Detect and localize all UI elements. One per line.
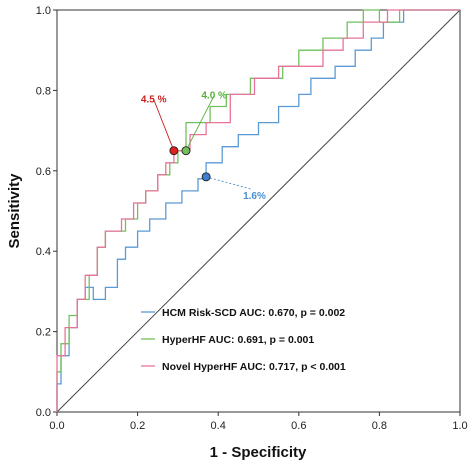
threshold-point-3 [201, 172, 211, 182]
x-tick-label: 0.0 [49, 420, 64, 432]
legend-entry-1: HCM Risk-SCD AUC: 0.670, p = 0.002 [162, 307, 345, 319]
legend-entry-2: HyperHF AUC: 0.691, p = 0.001 [162, 334, 314, 346]
series-line-3 [56, 9, 460, 412]
annotation-leader-1 [153, 99, 175, 151]
diagonal-reference-line [56, 9, 461, 413]
annotation-label-1: 4.5 % [141, 94, 167, 105]
legend: HCM Risk-SCD AUC: 0.670, p = 0.002 HyperH… [141, 307, 346, 373]
x-tick-label: 1.0 [452, 420, 467, 432]
threshold-point-1 [169, 146, 179, 156]
y-tick-label: 0.0 [36, 407, 51, 419]
y-tick-label: 0.2 [36, 327, 51, 339]
y-tick-label: 0.6 [36, 166, 51, 178]
plot-frame [56, 9, 461, 413]
x-tick-label: 0.8 [372, 420, 387, 432]
x-tick-label: 0.2 [130, 420, 145, 432]
annotations: 4.5 % 4.0 % 1.6% [141, 90, 266, 202]
x-axis-ticks: 0.0 0.2 0.4 0.6 0.8 1.0 [49, 412, 468, 432]
annotation-leader-2 [185, 95, 215, 151]
y-axis-title: Sensitivity [6, 173, 23, 249]
y-tick-label: 0.4 [36, 246, 51, 258]
x-tick-label: 0.4 [211, 420, 226, 432]
y-tick-label: 1.0 [36, 5, 51, 17]
x-tick-label: 0.6 [291, 420, 306, 432]
y-axis-ticks: 0.0 0.2 0.4 0.6 0.8 1.0 [36, 5, 57, 419]
threshold-point-2 [181, 146, 191, 156]
x-axis-title: 1 - Specificity [210, 444, 307, 461]
legend-entry-3: Novel HyperHF AUC: 0.717, p < 0.001 [162, 361, 346, 373]
annotation-label-2: 4.0 % [201, 90, 227, 101]
series-lines [56, 9, 460, 412]
y-tick-label: 0.8 [36, 85, 51, 97]
annotation-label-3: 1.6% [243, 191, 266, 202]
